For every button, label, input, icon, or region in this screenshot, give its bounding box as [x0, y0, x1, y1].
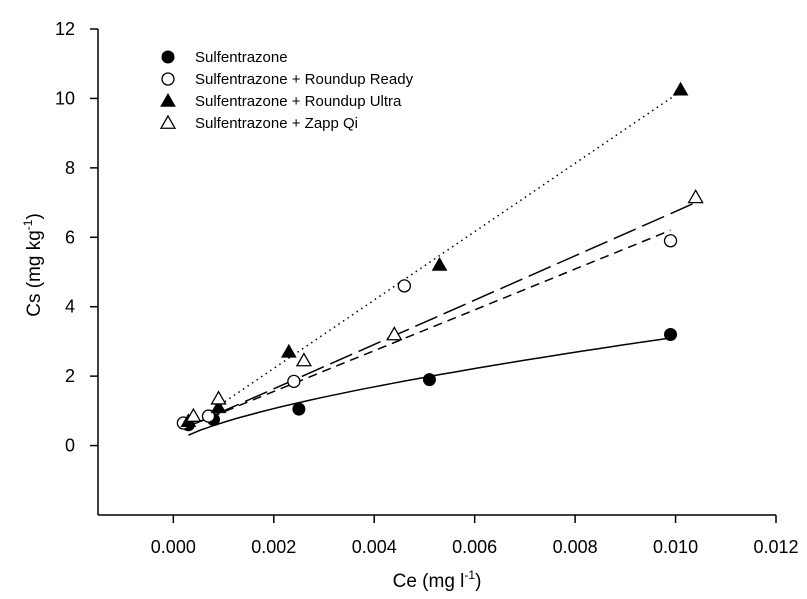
legend-label: Sulfentrazone + Roundup Ready — [195, 71, 414, 88]
data-points — [176, 81, 704, 432]
x-axis-title-sup: -1 — [464, 568, 475, 582]
y-tick-label: 4 — [65, 297, 75, 317]
legend-marker — [160, 92, 176, 107]
x-tick-label: 0.012 — [753, 537, 798, 557]
x-tick-label: 0.002 — [251, 537, 296, 557]
x-axis-title: Ce (mg l-1) — [393, 568, 482, 592]
x-axis-title-main: Ce (mg l — [393, 571, 465, 592]
legend-label: Sulfentrazone — [195, 49, 288, 66]
y-axis-title: Cs (mg kg-1) — [21, 213, 45, 317]
x-tick-label: 0.004 — [352, 537, 397, 557]
data-point — [185, 407, 202, 422]
data-point — [397, 279, 412, 293]
legend-label: Sulfentrazone + Roundup Ultra — [195, 93, 402, 110]
data-point — [292, 402, 306, 416]
fit-line — [187, 90, 682, 428]
fit-line — [183, 229, 671, 429]
y-tick-label: 12 — [55, 19, 75, 39]
fit-line — [188, 337, 671, 436]
x-axis-title-end: ) — [475, 571, 481, 592]
legend-label: Sulfentrazone + Zapp Qi — [195, 115, 358, 132]
data-point — [386, 326, 403, 341]
data-point — [663, 234, 678, 248]
x-tick-label: 0.008 — [553, 537, 598, 557]
data-point — [672, 81, 689, 96]
data-point — [422, 373, 436, 387]
legend-marker — [161, 50, 175, 64]
x-tick-label: 0.006 — [452, 537, 497, 557]
legend-marker — [159, 114, 177, 129]
data-point — [295, 352, 313, 367]
y-tick-label: 8 — [65, 158, 75, 178]
axes — [97, 29, 776, 516]
data-point — [210, 399, 227, 414]
legend-marker — [161, 72, 175, 86]
data-point — [280, 343, 297, 358]
y-tick-label: 6 — [65, 227, 75, 247]
data-point — [664, 327, 678, 341]
fit-line — [188, 201, 696, 428]
data-point — [210, 390, 227, 405]
y-axis-title-sup: -1 — [21, 219, 35, 230]
x-ticks: 0.000 0.002 0.004 0.006 0.008 0.010 0.012 — [151, 515, 799, 557]
y-axis-title-end: ) — [24, 213, 45, 219]
y-tick-label: 2 — [65, 366, 75, 386]
y-ticks: 0 2 4 6 8 10 12 — [55, 19, 98, 456]
y-tick-label: 0 — [65, 436, 75, 456]
data-point — [287, 374, 301, 389]
x-tick-label: 0.010 — [653, 537, 698, 557]
legend: Sulfentrazone Sulfentrazone + Roundup Rea… — [159, 49, 414, 132]
y-tick-label: 10 — [55, 88, 75, 108]
x-tick-label: 0.000 — [151, 537, 196, 557]
data-point — [431, 257, 448, 271]
y-axis-title-main: Cs (mg kg — [24, 230, 45, 317]
data-point — [687, 189, 704, 204]
